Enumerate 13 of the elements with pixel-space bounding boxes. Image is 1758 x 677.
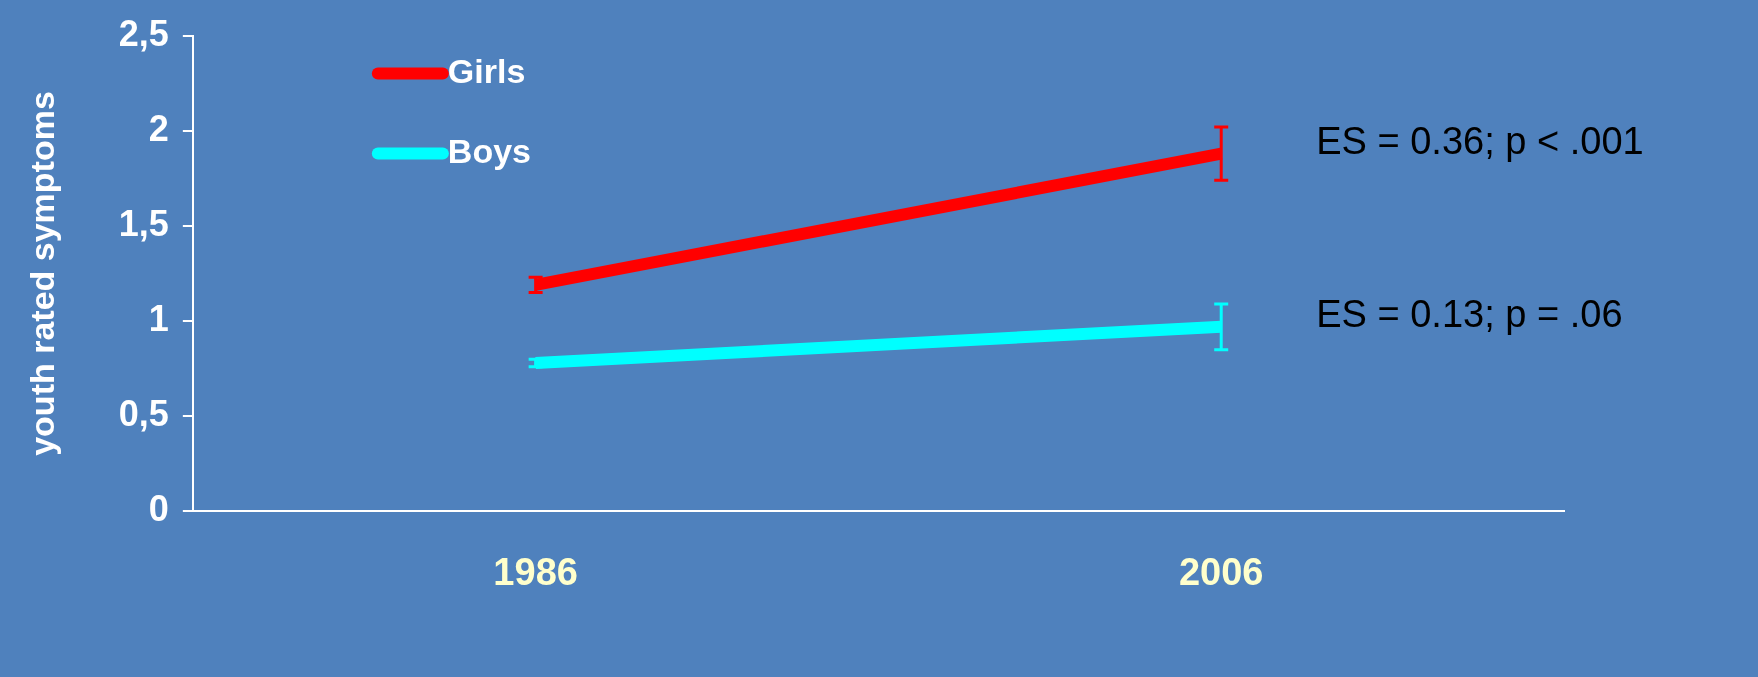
annotation: ES = 0.36; p < .001 [1316,120,1644,163]
annotation: ES = 0.13; p = .06 [1316,293,1623,336]
y-tick-label: 0,5 [118,393,169,435]
y-axis-title: youth rated symptoms [22,91,61,456]
legend-label: Boys [447,131,531,170]
y-tick-label: 0 [148,488,169,530]
y-tick-label: 1 [148,298,169,339]
x-tick-label: 2006 [1178,550,1264,593]
x-tick-label: 1986 [493,550,578,593]
y-tick-label: 2,5 [118,12,169,54]
y-tick-label: 1,5 [118,202,169,244]
y-tick-label: 2 [148,107,169,149]
legend-label: Girls [447,51,526,90]
